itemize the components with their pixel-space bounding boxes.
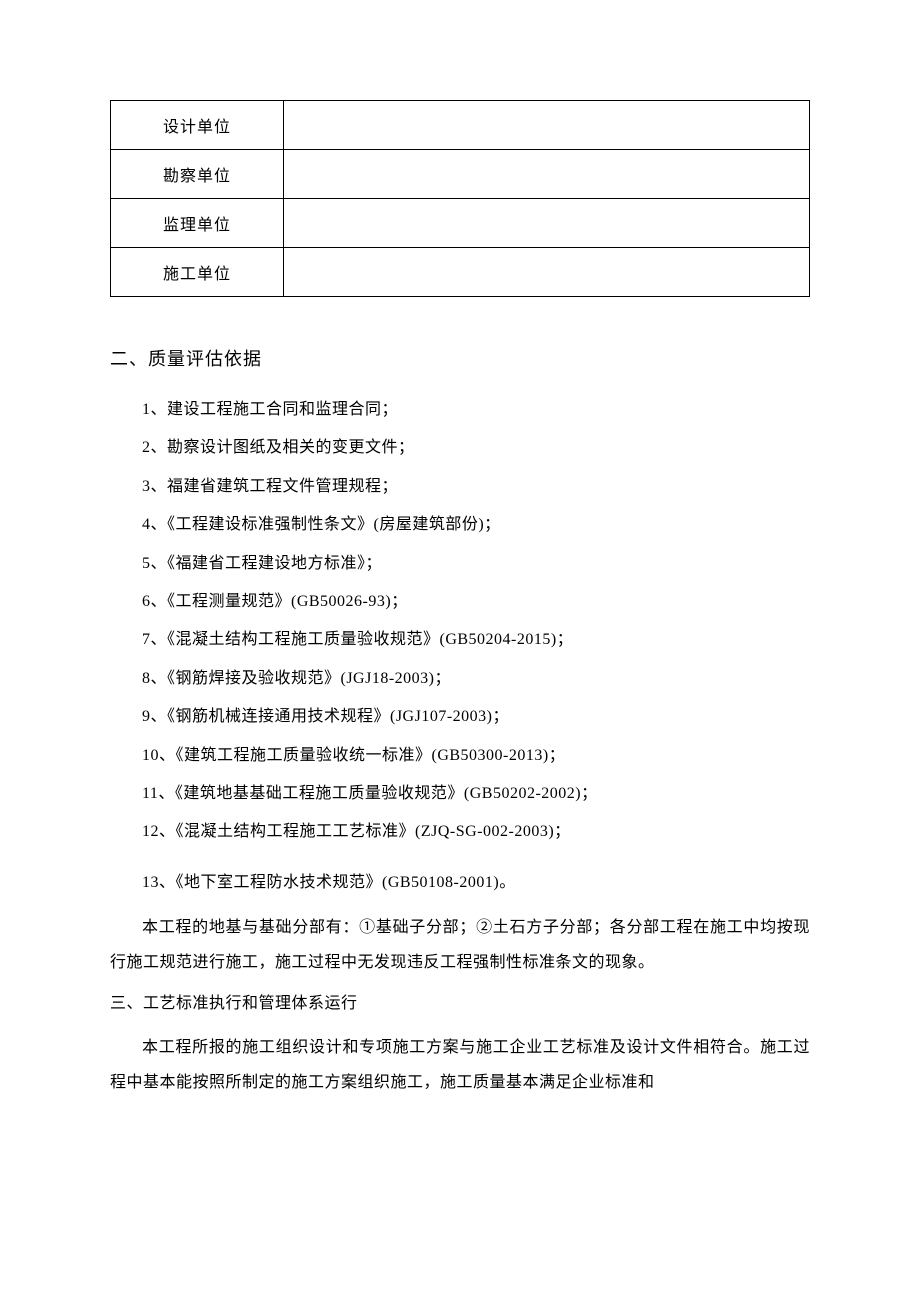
cell-value: [284, 199, 810, 248]
section2-paragraph: 本工程的地基与基础分部有：①基础子分部；②土石方子分部；各分部工程在施工中均按现…: [110, 910, 810, 980]
list-item: 9、《钢筋机械连接通用技术规程》(JGJ107-2003)；: [110, 698, 810, 736]
cell-value: [284, 150, 810, 199]
section3-heading: 三、工艺标准执行和管理体系运行: [110, 986, 810, 1021]
table-row: 施工单位: [111, 248, 810, 297]
cell-label: 监理单位: [111, 199, 284, 248]
list-item: 5、《福建省工程建设地方标准》；: [110, 545, 810, 583]
list-item: 6、《工程测量规范》(GB50026-93)；: [110, 583, 810, 621]
cell-label: 勘察单位: [111, 150, 284, 199]
section2-heading: 二、质量评估依据: [110, 345, 810, 371]
list-item: 12、《混凝土结构工程施工工艺标准》(ZJQ-SG-002-2003)；: [110, 813, 810, 851]
cell-value: [284, 101, 810, 150]
units-table: 设计单位 勘察单位 监理单位 施工单位: [110, 100, 810, 297]
cell-label: 设计单位: [111, 101, 284, 150]
list-item: 11、《建筑地基基础工程施工质量验收规范》(GB50202-2002)；: [110, 775, 810, 813]
table-row: 勘察单位: [111, 150, 810, 199]
cell-value: [284, 248, 810, 297]
table-row: 监理单位: [111, 199, 810, 248]
list-item: 10、《建筑工程施工质量验收统一标准》(GB50300-2013)；: [110, 737, 810, 775]
section3-paragraph: 本工程所报的施工组织设计和专项施工方案与施工企业工艺标准及设计文件相符合。施工过…: [110, 1030, 810, 1100]
spacer: [110, 852, 810, 864]
list-item: 2、勘察设计图纸及相关的变更文件；: [110, 429, 810, 467]
list-item: 4、《工程建设标准强制性条文》(房屋建筑部份)；: [110, 506, 810, 544]
list-item: 13、《地下室工程防水技术规范》(GB50108-2001)。: [110, 864, 810, 902]
list-item: 7、《混凝土结构工程施工质量验收规范》(GB50204-2015)；: [110, 621, 810, 659]
document-page: 设计单位 勘察单位 监理单位 施工单位 二、质量评估依据 1、建设工程施工合同和…: [0, 0, 920, 1301]
table-row: 设计单位: [111, 101, 810, 150]
list-item: 1、建设工程施工合同和监理合同；: [110, 391, 810, 429]
list-item: 8、《钢筋焊接及验收规范》(JGJ18-2003)；: [110, 660, 810, 698]
cell-label: 施工单位: [111, 248, 284, 297]
list-item: 3、福建省建筑工程文件管理规程；: [110, 468, 810, 506]
